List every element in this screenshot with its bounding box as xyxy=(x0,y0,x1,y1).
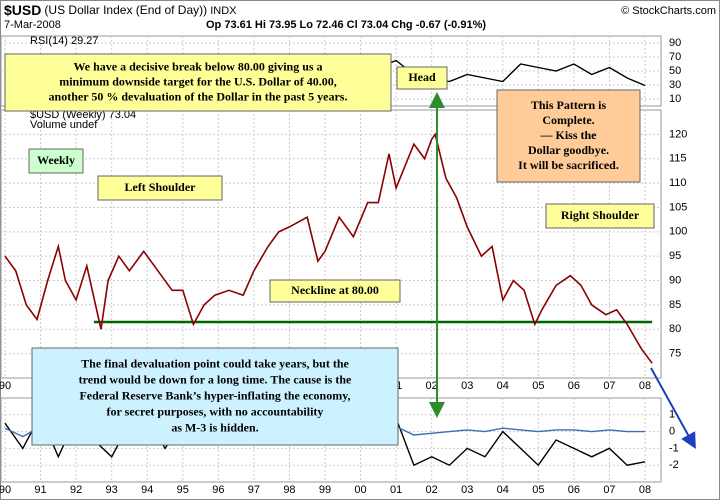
x-tick-label: 91 xyxy=(34,484,46,496)
panel-label: RSI(14) 29.27 xyxy=(30,35,98,47)
y-tick-label: 75 xyxy=(669,348,681,360)
series-line xyxy=(4,132,653,364)
annotation-text: It will be sacrificed. xyxy=(518,158,619,172)
x-tick-label: 03 xyxy=(461,484,473,496)
annotation-box xyxy=(545,203,655,229)
x-tick-label: 02 xyxy=(426,484,438,496)
y-tick-label: 110 xyxy=(669,177,687,189)
x-tick-label: 99 xyxy=(319,484,331,496)
annotation-text: as M-3 is hidden. xyxy=(171,420,258,434)
annotation-text: Federal Reserve Bank’s hyper-inflating t… xyxy=(79,388,350,402)
x-tick-label: 06 xyxy=(568,484,580,496)
y-tick-label: 105 xyxy=(669,201,687,213)
x-tick-label: 07 xyxy=(603,484,615,496)
x-tick-label: 96 xyxy=(212,484,224,496)
panel-label: $USD (Weekly) 73.04 xyxy=(30,109,136,121)
annotation: Weekly xyxy=(28,148,84,174)
y-tick-label: 90 xyxy=(669,37,681,49)
annotation-text: Weekly xyxy=(37,153,75,167)
x-tick-label: 00 xyxy=(354,484,366,496)
annotation-text: Complete. xyxy=(542,113,594,127)
x-tick-label: 93 xyxy=(106,484,118,496)
annotation-text: Left Shoulder xyxy=(124,180,196,194)
x-tick-label: 01 xyxy=(390,484,402,496)
annotation-text: for secret purposes, with no accountabil… xyxy=(107,404,324,418)
y-tick-label: 70 xyxy=(669,51,681,63)
annotation-box xyxy=(4,53,392,112)
y-tick-label: 0 xyxy=(669,426,675,438)
x-tick-label: 03 xyxy=(461,380,473,392)
exchange: INDX xyxy=(210,5,237,17)
x-tick-label: 90 xyxy=(0,484,11,496)
header: $USD (US Dollar Index (End of Day)) INDX xyxy=(4,2,237,18)
annotation-box xyxy=(269,279,401,303)
x-tick-label: 07 xyxy=(603,380,615,392)
x-tick-label: 94 xyxy=(141,484,153,496)
x-tick-label: 08 xyxy=(639,380,651,392)
y-tick-label: 100 xyxy=(669,226,687,238)
x-tick-label: 05 xyxy=(532,380,544,392)
y-tick-label: 30 xyxy=(669,79,681,91)
source: © StockCharts.com xyxy=(621,5,716,17)
annotation-text: another 50 % devaluation of the Dollar i… xyxy=(49,89,348,103)
annotation-box xyxy=(97,175,223,201)
annotation-text: Neckline at 80.00 xyxy=(291,283,379,297)
x-tick-label: 04 xyxy=(497,380,509,392)
annotation: Head xyxy=(396,66,448,90)
x-tick-label: 05 xyxy=(532,484,544,496)
panel-label: Volume undef xyxy=(30,119,98,131)
annotation-text: Head xyxy=(408,70,436,84)
x-tick-label: 02 xyxy=(426,380,438,392)
y-tick-label: 85 xyxy=(669,299,681,311)
annotation: Neckline at 80.00 xyxy=(269,279,401,303)
x-tick-label: 98 xyxy=(283,484,295,496)
quote: Op 73.61 Hi 73.95 Lo 72.46 Cl 73.04 Chg … xyxy=(206,19,486,31)
y-tick-label: -1 xyxy=(669,442,679,454)
y-tick-label: 50 xyxy=(669,65,681,77)
x-tick-label: 95 xyxy=(177,484,189,496)
annotation-box xyxy=(396,66,448,90)
annotation: We have a decisive break below 80.00 giv… xyxy=(4,53,392,112)
y-tick-label: 120 xyxy=(669,128,687,140)
x-tick-label: 06 xyxy=(568,380,580,392)
annotation: The final devaluation point could take y… xyxy=(31,347,399,446)
annotation: Left Shoulder xyxy=(97,175,223,201)
y-tick-label: 115 xyxy=(669,153,687,165)
y-tick-label: 95 xyxy=(669,250,681,262)
annotation-text: Right Shoulder xyxy=(561,208,640,222)
symbol: $USD xyxy=(4,2,41,18)
annotation-text: The final devaluation point could take y… xyxy=(81,356,349,370)
target-arrow xyxy=(650,367,696,449)
x-tick-label: 08 xyxy=(639,484,651,496)
annotation-text: Dollar goodbye. xyxy=(528,143,609,157)
x-tick-label: 92 xyxy=(70,484,82,496)
annotation-box xyxy=(496,89,641,183)
annotation-text: We have a decisive break below 80.00 giv… xyxy=(73,59,322,73)
x-tick-label: 04 xyxy=(497,484,509,496)
date: 7-Mar-2008 xyxy=(4,19,61,31)
y-tick-label: 80 xyxy=(669,323,681,335)
x-tick-label: 90 xyxy=(0,380,11,392)
annotation-box xyxy=(28,148,84,174)
index-name: (US Dollar Index (End of Day)) xyxy=(44,3,207,17)
x-tick-label: 97 xyxy=(248,484,260,496)
y-tick-label: 10 xyxy=(669,93,681,105)
annotation-text: minimum downside target for the U.S. Dol… xyxy=(59,74,337,88)
annotation-text: — Kiss the xyxy=(539,128,597,142)
y-tick-label: 1 xyxy=(669,409,675,421)
y-tick-label: -2 xyxy=(669,459,679,471)
y-tick-label: 90 xyxy=(669,274,681,286)
annotation-box xyxy=(31,347,399,446)
annotation-text: This Pattern is xyxy=(531,98,607,112)
annotation: Right Shoulder xyxy=(545,203,655,229)
annotation-text: trend would be down for a long time. The… xyxy=(79,372,352,386)
annotations: We have a decisive break below 80.00 giv… xyxy=(4,53,655,446)
